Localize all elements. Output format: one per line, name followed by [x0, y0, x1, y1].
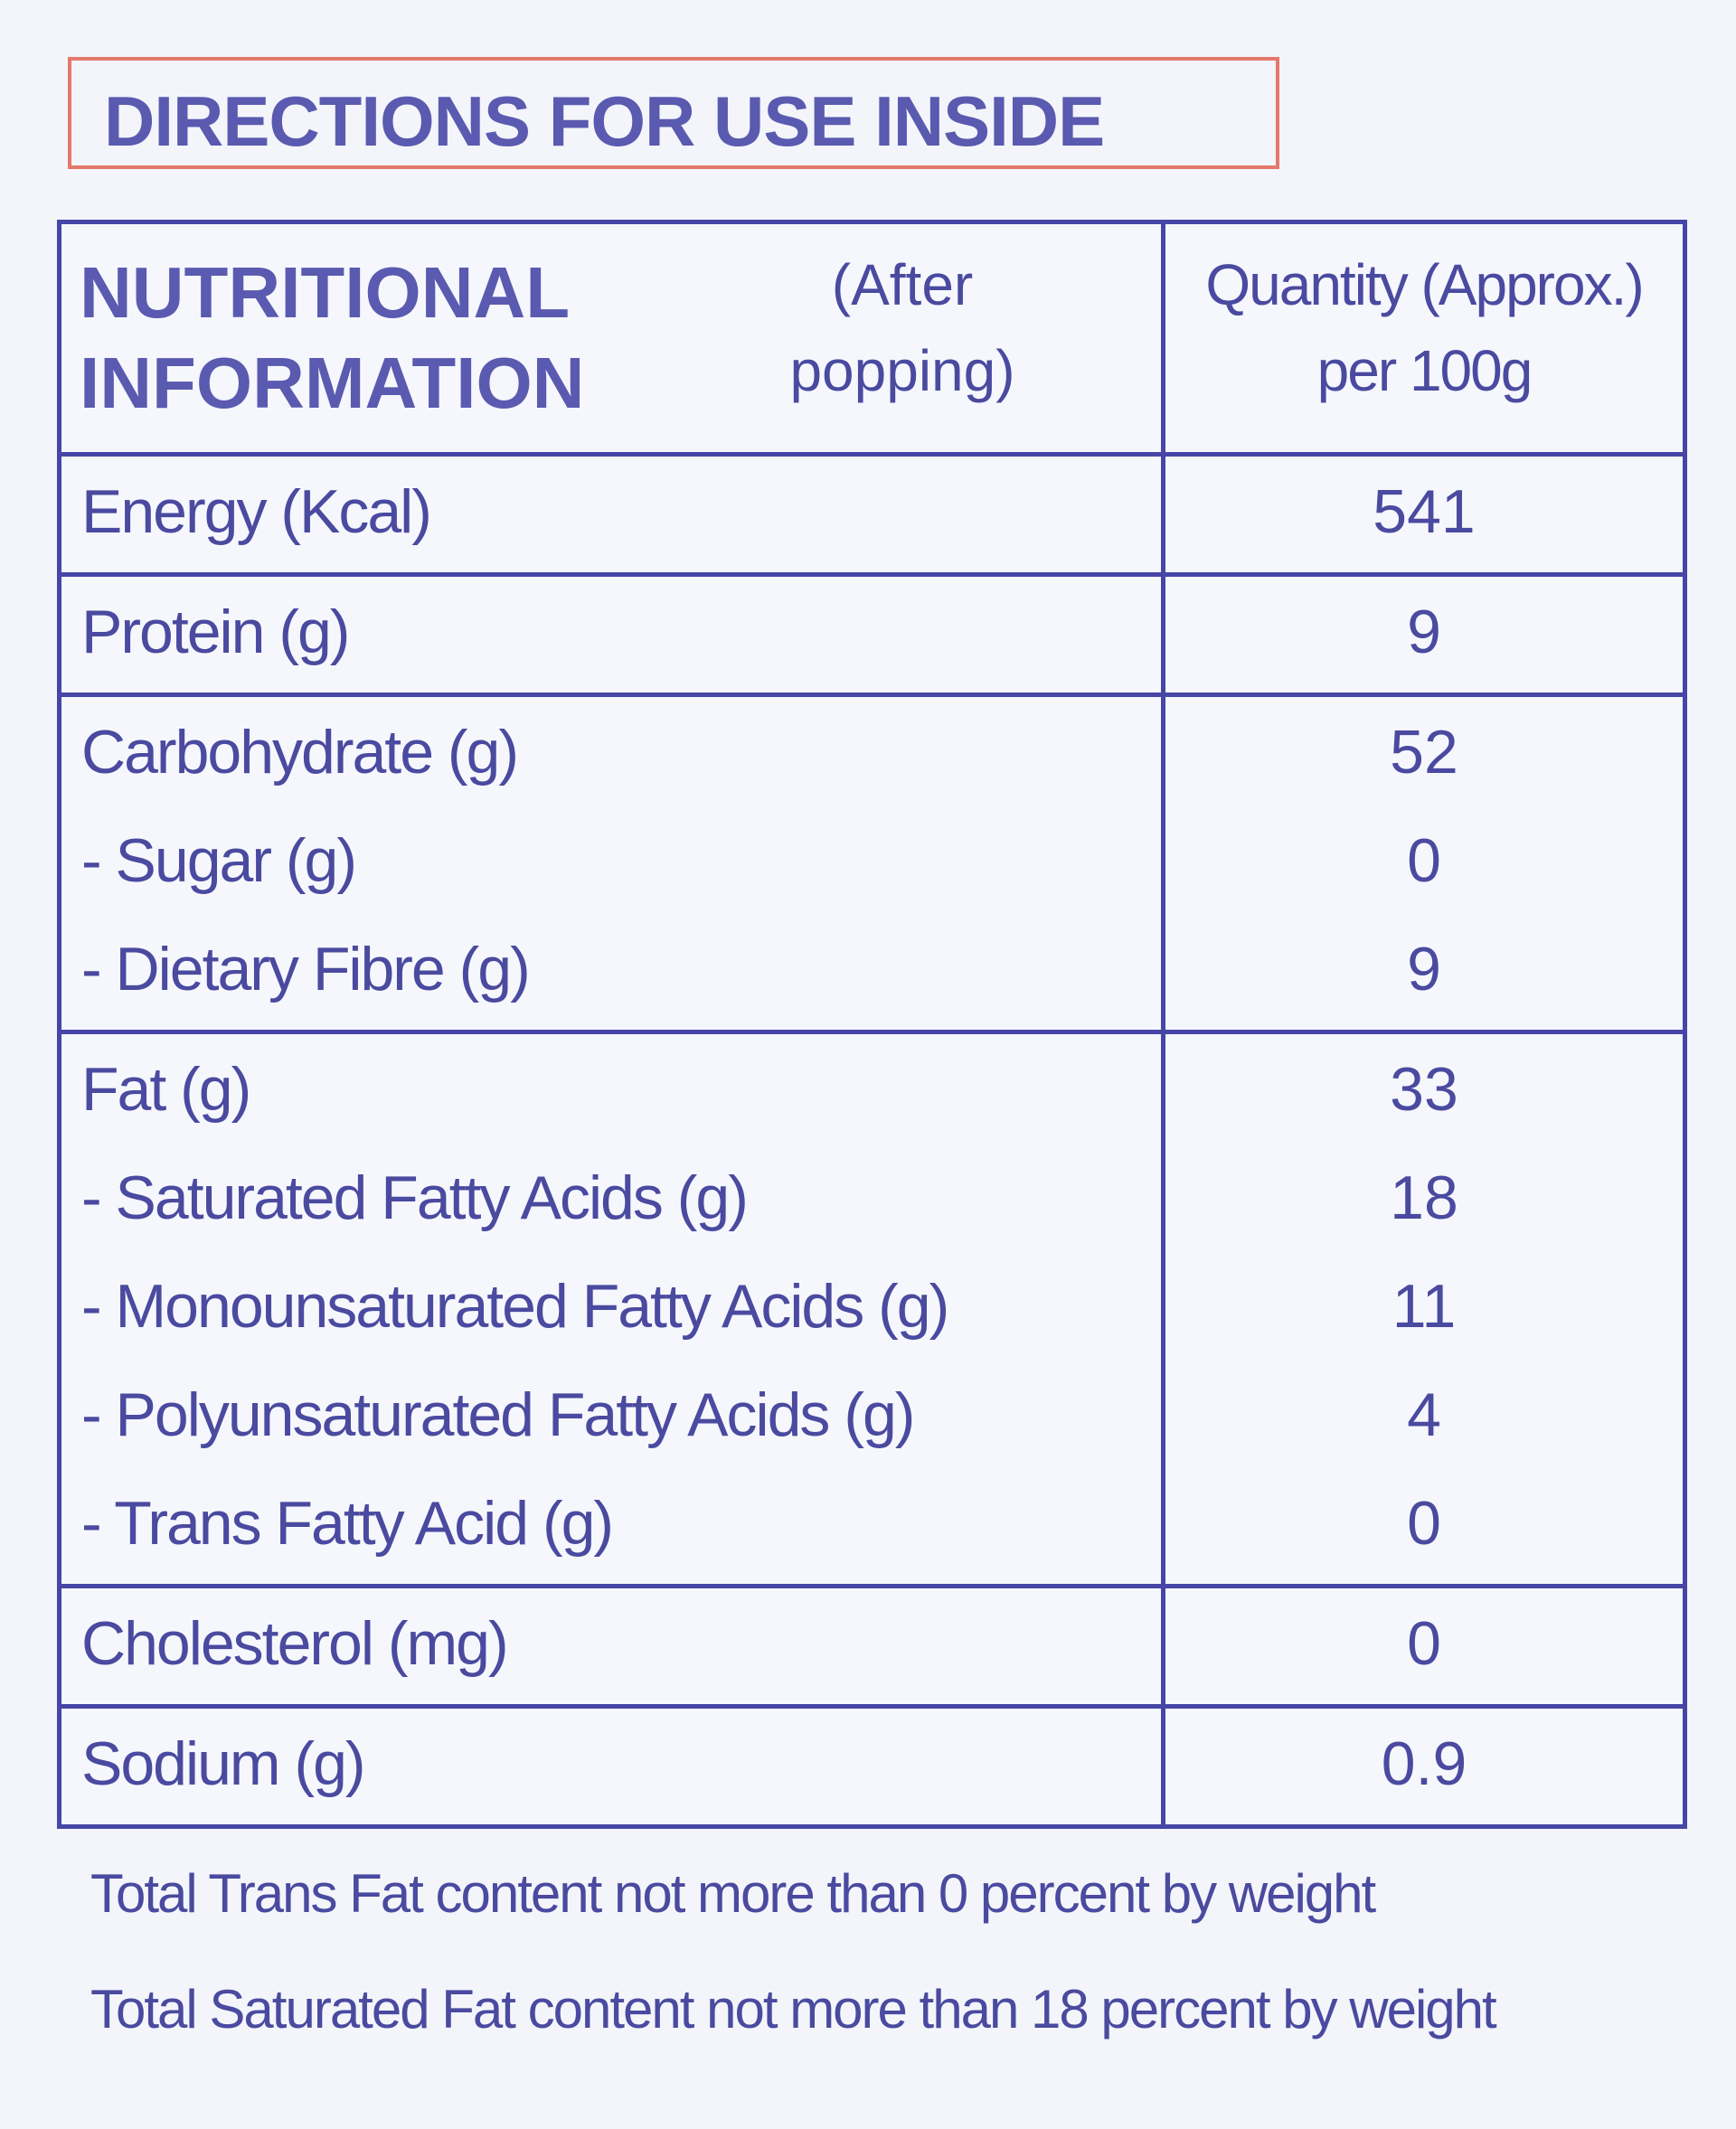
nutrient-label: Cholesterol (mg) — [81, 1609, 509, 1678]
nutrient-value: 9 — [1407, 935, 1441, 1003]
table-heading: NUTRITIONAL INFORMATION (After popping) Quan… — [61, 224, 1683, 452]
nutrient-label: - Polyunsaturated Fatty Acids (g) — [81, 1380, 915, 1449]
nutrient-label: Protein (g) — [81, 598, 350, 666]
nutrient-label: - Dietary Fibre (g) — [81, 935, 531, 1003]
nutrient-value: 0 — [1407, 1489, 1441, 1558]
table-line: - Monounsaturated Fatty Acids (g) 11 — [61, 1255, 1683, 1363]
heading-note: (After — [831, 252, 974, 317]
table-row: Energy (Kcal) 541 — [61, 452, 1683, 572]
table-row: Fat (g) 33- Saturated Fatty Acids (g) 18- … — [61, 1030, 1683, 1584]
nutrient-label: - Monounsaturated Fatty Acids (g) — [81, 1272, 949, 1341]
table-line: - Saturated Fatty Acids (g) 18 — [61, 1146, 1683, 1255]
nutrient-value: 18 — [1390, 1163, 1458, 1232]
nutrient-label: Energy (Kcal) — [81, 477, 432, 546]
table-line: Protein (g) 9 — [61, 580, 1683, 689]
table-row: Carbohydrate (g) 52 - Sugar (g) 0 - Dietary … — [61, 692, 1683, 1030]
nutrient-label: Fat (g) — [81, 1055, 251, 1124]
heading-title: NUTRITIONAL — [80, 252, 571, 333]
table-line: - Dietary Fibre (g) 9 — [61, 918, 1683, 1026]
table-line: Carbohydrate (g) 52 — [61, 701, 1683, 809]
nutrient-value: 33 — [1390, 1055, 1458, 1124]
table-line: - Polyunsaturated Fatty Acids (g) 4 — [61, 1363, 1683, 1472]
table-line: Sodium (g) 0.9 — [61, 1712, 1683, 1821]
nutrient-label: - Sugar (g) — [81, 826, 357, 895]
nutrient-value: 9 — [1407, 598, 1441, 666]
table-line: Fat (g) 33 — [61, 1038, 1683, 1146]
nutrient-value: 0 — [1407, 1609, 1441, 1678]
table-line: - Trans Fatty Acid (g) 0 — [61, 1472, 1683, 1580]
nutrient-value: 0 — [1407, 826, 1441, 895]
nutrient-label: - Saturated Fatty Acids (g) — [81, 1163, 749, 1232]
heading-title: INFORMATION — [80, 343, 585, 423]
nutrient-value: 541 — [1373, 477, 1476, 546]
directions-box: DIRECTIONS FOR USE INSIDE — [68, 57, 1279, 169]
table-row: Sodium (g) 0.9 — [61, 1704, 1683, 1824]
nutrient-label: - Trans Fatty Acid (g) — [81, 1489, 614, 1558]
table-row: Cholesterol (mg) 0 — [61, 1584, 1683, 1704]
nutrition-table: NUTRITIONAL INFORMATION (After popping) Quan… — [57, 220, 1687, 1829]
table-row: Protein (g) 9 — [61, 572, 1683, 692]
nutrient-value: 52 — [1390, 718, 1458, 787]
nutrient-value: 0.9 — [1381, 1729, 1467, 1798]
footnote: Total Trans Fat content not more than 0 … — [90, 1863, 1376, 1924]
heading-quantity: Quantity (Approx.) — [1205, 252, 1644, 317]
column-divider — [1161, 224, 1165, 1824]
table-line: Cholesterol (mg) 0 — [61, 1592, 1683, 1700]
nutrient-label: Carbohydrate (g) — [81, 718, 519, 787]
footnote: Total Saturated Fat content not more tha… — [90, 1979, 1497, 2040]
nutrient-label: Sodium (g) — [81, 1729, 366, 1798]
nutrient-value: 11 — [1392, 1272, 1457, 1341]
heading-note: popping) — [789, 338, 1015, 403]
directions-title: DIRECTIONS FOR USE INSIDE — [104, 81, 1105, 161]
table-line: Energy (Kcal) 541 — [61, 460, 1683, 569]
table-line: - Sugar (g) 0 — [61, 809, 1683, 918]
heading-quantity: per 100g — [1316, 338, 1533, 403]
nutrient-value: 4 — [1407, 1380, 1441, 1449]
